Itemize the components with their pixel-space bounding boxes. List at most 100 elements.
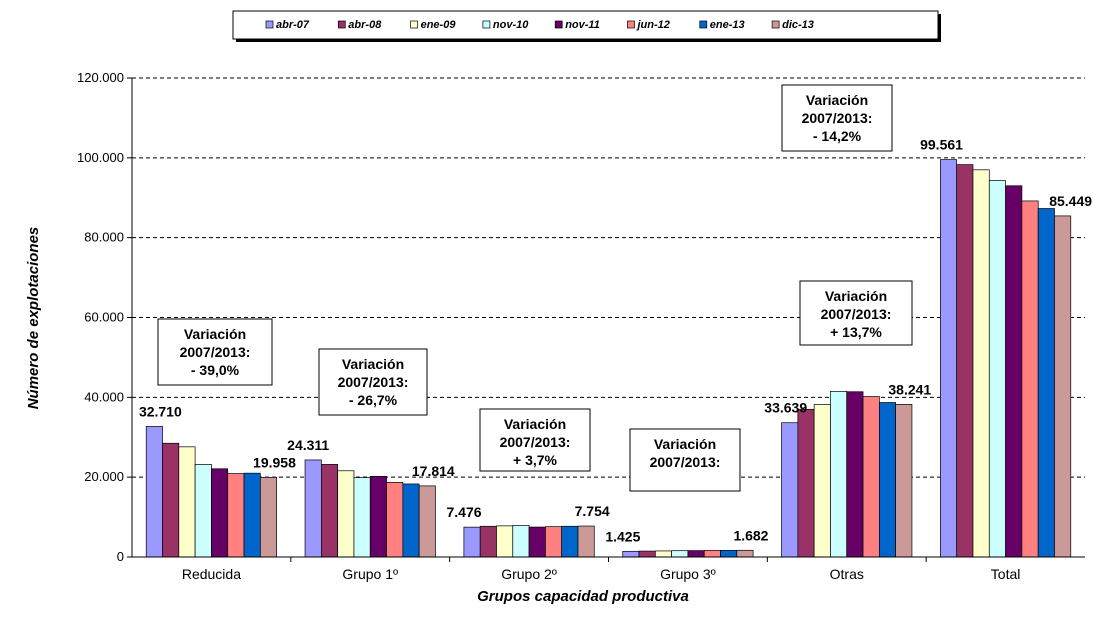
- x-axis-title: Grupos capacidad productiva: [477, 588, 689, 605]
- bar-abr-08: [956, 164, 974, 558]
- annotation-box: [479, 408, 591, 472]
- annotation-box: [157, 318, 273, 386]
- y-tick-label: 60.000: [84, 310, 124, 325]
- data-label: 1.425: [605, 528, 640, 544]
- annotation-line: Variación: [825, 288, 887, 304]
- annotation-line: Variación: [806, 92, 868, 108]
- annotation-line: - 14,2%: [813, 128, 862, 144]
- bar-nov-11: [846, 391, 864, 558]
- bar-jun-12: [227, 473, 245, 558]
- category-labels: Reducida Grupo 1º Grupo 2º Grupo 3º Otras Tot…: [182, 566, 1021, 582]
- bar-abr-07: [304, 459, 322, 558]
- legend-swatch: [337, 20, 346, 29]
- data-label: 99.561: [920, 137, 963, 153]
- legend-box: [232, 10, 939, 40]
- bar-dic-13: [418, 485, 436, 558]
- variation-annotation: Variación 2007/2013:: [629, 428, 741, 492]
- category-label: Reducida: [182, 566, 241, 582]
- bar-ene-13: [1037, 208, 1055, 558]
- data-label: 17.814: [412, 463, 455, 479]
- bar-nov-10: [988, 180, 1006, 558]
- data-label: 1.682: [733, 527, 768, 543]
- annotation-line: Variación: [342, 356, 404, 372]
- bar-jun-12: [862, 396, 880, 558]
- data-label: 7.476: [447, 504, 482, 520]
- bar-ene-13: [720, 550, 738, 558]
- bar-abr-07: [940, 159, 958, 558]
- annotation-line: Variación: [654, 436, 716, 452]
- y-tick-labels: 0 20.000 40.000 60.000 80.000 100.000 120.000: [77, 70, 124, 564]
- legend-entry: ene-13: [710, 19, 745, 31]
- bar-dic-13: [1054, 215, 1072, 558]
- bar-abr-08: [162, 442, 180, 558]
- bars: [145, 159, 1072, 558]
- legend-entry: jun-12: [636, 19, 670, 31]
- y-tick-label: 0: [117, 549, 124, 564]
- variation-annotation: Variación 2007/2013: - 26,7%: [318, 348, 428, 416]
- y-tick-label: 80.000: [84, 230, 124, 245]
- bar-nov-11: [211, 468, 229, 558]
- annotation-line: 2007/2013:: [802, 110, 873, 126]
- bar-ene-09: [654, 550, 672, 558]
- data-label: 33.639: [764, 400, 807, 416]
- bar-nov-10: [830, 390, 848, 558]
- bar-dic-13: [259, 476, 277, 558]
- annotation-line: + 13,7%: [830, 324, 882, 340]
- annotation-line: Variación: [504, 416, 566, 432]
- legend-entry: nov-10: [493, 19, 529, 31]
- legend-swatch: [554, 20, 563, 29]
- bar-ene-09: [496, 525, 514, 558]
- bar-ene-09: [972, 169, 990, 558]
- axes: [127, 77, 1085, 562]
- bar-jun-12: [545, 526, 563, 558]
- legend-entry: nov-11: [565, 19, 600, 31]
- y-tick-label: 20.000: [84, 469, 124, 484]
- bar-ene-13: [561, 525, 579, 558]
- legend-entry: dic-13: [782, 19, 814, 31]
- bar-abr-07: [622, 550, 640, 558]
- y-tick-label: 100.000: [77, 150, 124, 165]
- variation-annotation: Variación 2007/2013: + 13,7%: [799, 280, 913, 346]
- gridlines: [132, 77, 1085, 478]
- legend-swatch: [482, 20, 491, 29]
- legend-swatch: [699, 20, 708, 29]
- bar-abr-08: [797, 408, 815, 558]
- data-label: 7.754: [575, 503, 610, 519]
- bar-jun-12: [386, 482, 404, 558]
- variation-annotation: Variación 2007/2013: - 39,0%: [157, 318, 273, 386]
- bar-nov-11: [1005, 185, 1023, 558]
- bar-nov-10: [353, 477, 371, 558]
- legend-swatch: [771, 20, 780, 29]
- bar-abr-08: [321, 464, 339, 558]
- y-tick-label: 120.000: [77, 70, 124, 85]
- annotation-line: 2007/2013:: [821, 306, 892, 322]
- annotation-line: 2007/2013:: [180, 344, 251, 360]
- annotation-box: [629, 428, 741, 492]
- legend-swatch: [627, 20, 635, 29]
- y-tick-label: 40.000: [84, 389, 124, 404]
- bar-dic-13: [577, 525, 595, 558]
- bar-dic-13: [736, 549, 754, 558]
- data-label: 24.311: [287, 437, 329, 453]
- annotation-line: 2007/2013:: [650, 454, 721, 470]
- bar-abr-07: [145, 426, 163, 558]
- bar-abr-08: [638, 550, 656, 558]
- bar-abr-07: [781, 422, 799, 558]
- category-label: Otras: [830, 566, 864, 582]
- category-label: Grupo 3º: [660, 566, 716, 582]
- variation-annotation: Variación 2007/2013: + 3,7%: [479, 408, 591, 472]
- category-label: Grupo 1º: [342, 566, 398, 582]
- bar-abr-07: [463, 526, 481, 558]
- annotation-box: [318, 348, 428, 416]
- bar-ene-09: [178, 446, 196, 558]
- data-label: 32.710: [139, 403, 182, 419]
- legend-entry: abr-07: [276, 19, 310, 31]
- annotation-line: 2007/2013:: [338, 374, 409, 390]
- bar-nov-11: [369, 476, 387, 558]
- bar-ene-13: [402, 483, 420, 558]
- bar-ene-13: [878, 402, 896, 558]
- annotation-box: [799, 280, 913, 346]
- annotations: Variación 2007/2013: - 39,0% Variación 2007/…: [157, 84, 913, 492]
- bar-dic-13: [895, 404, 913, 558]
